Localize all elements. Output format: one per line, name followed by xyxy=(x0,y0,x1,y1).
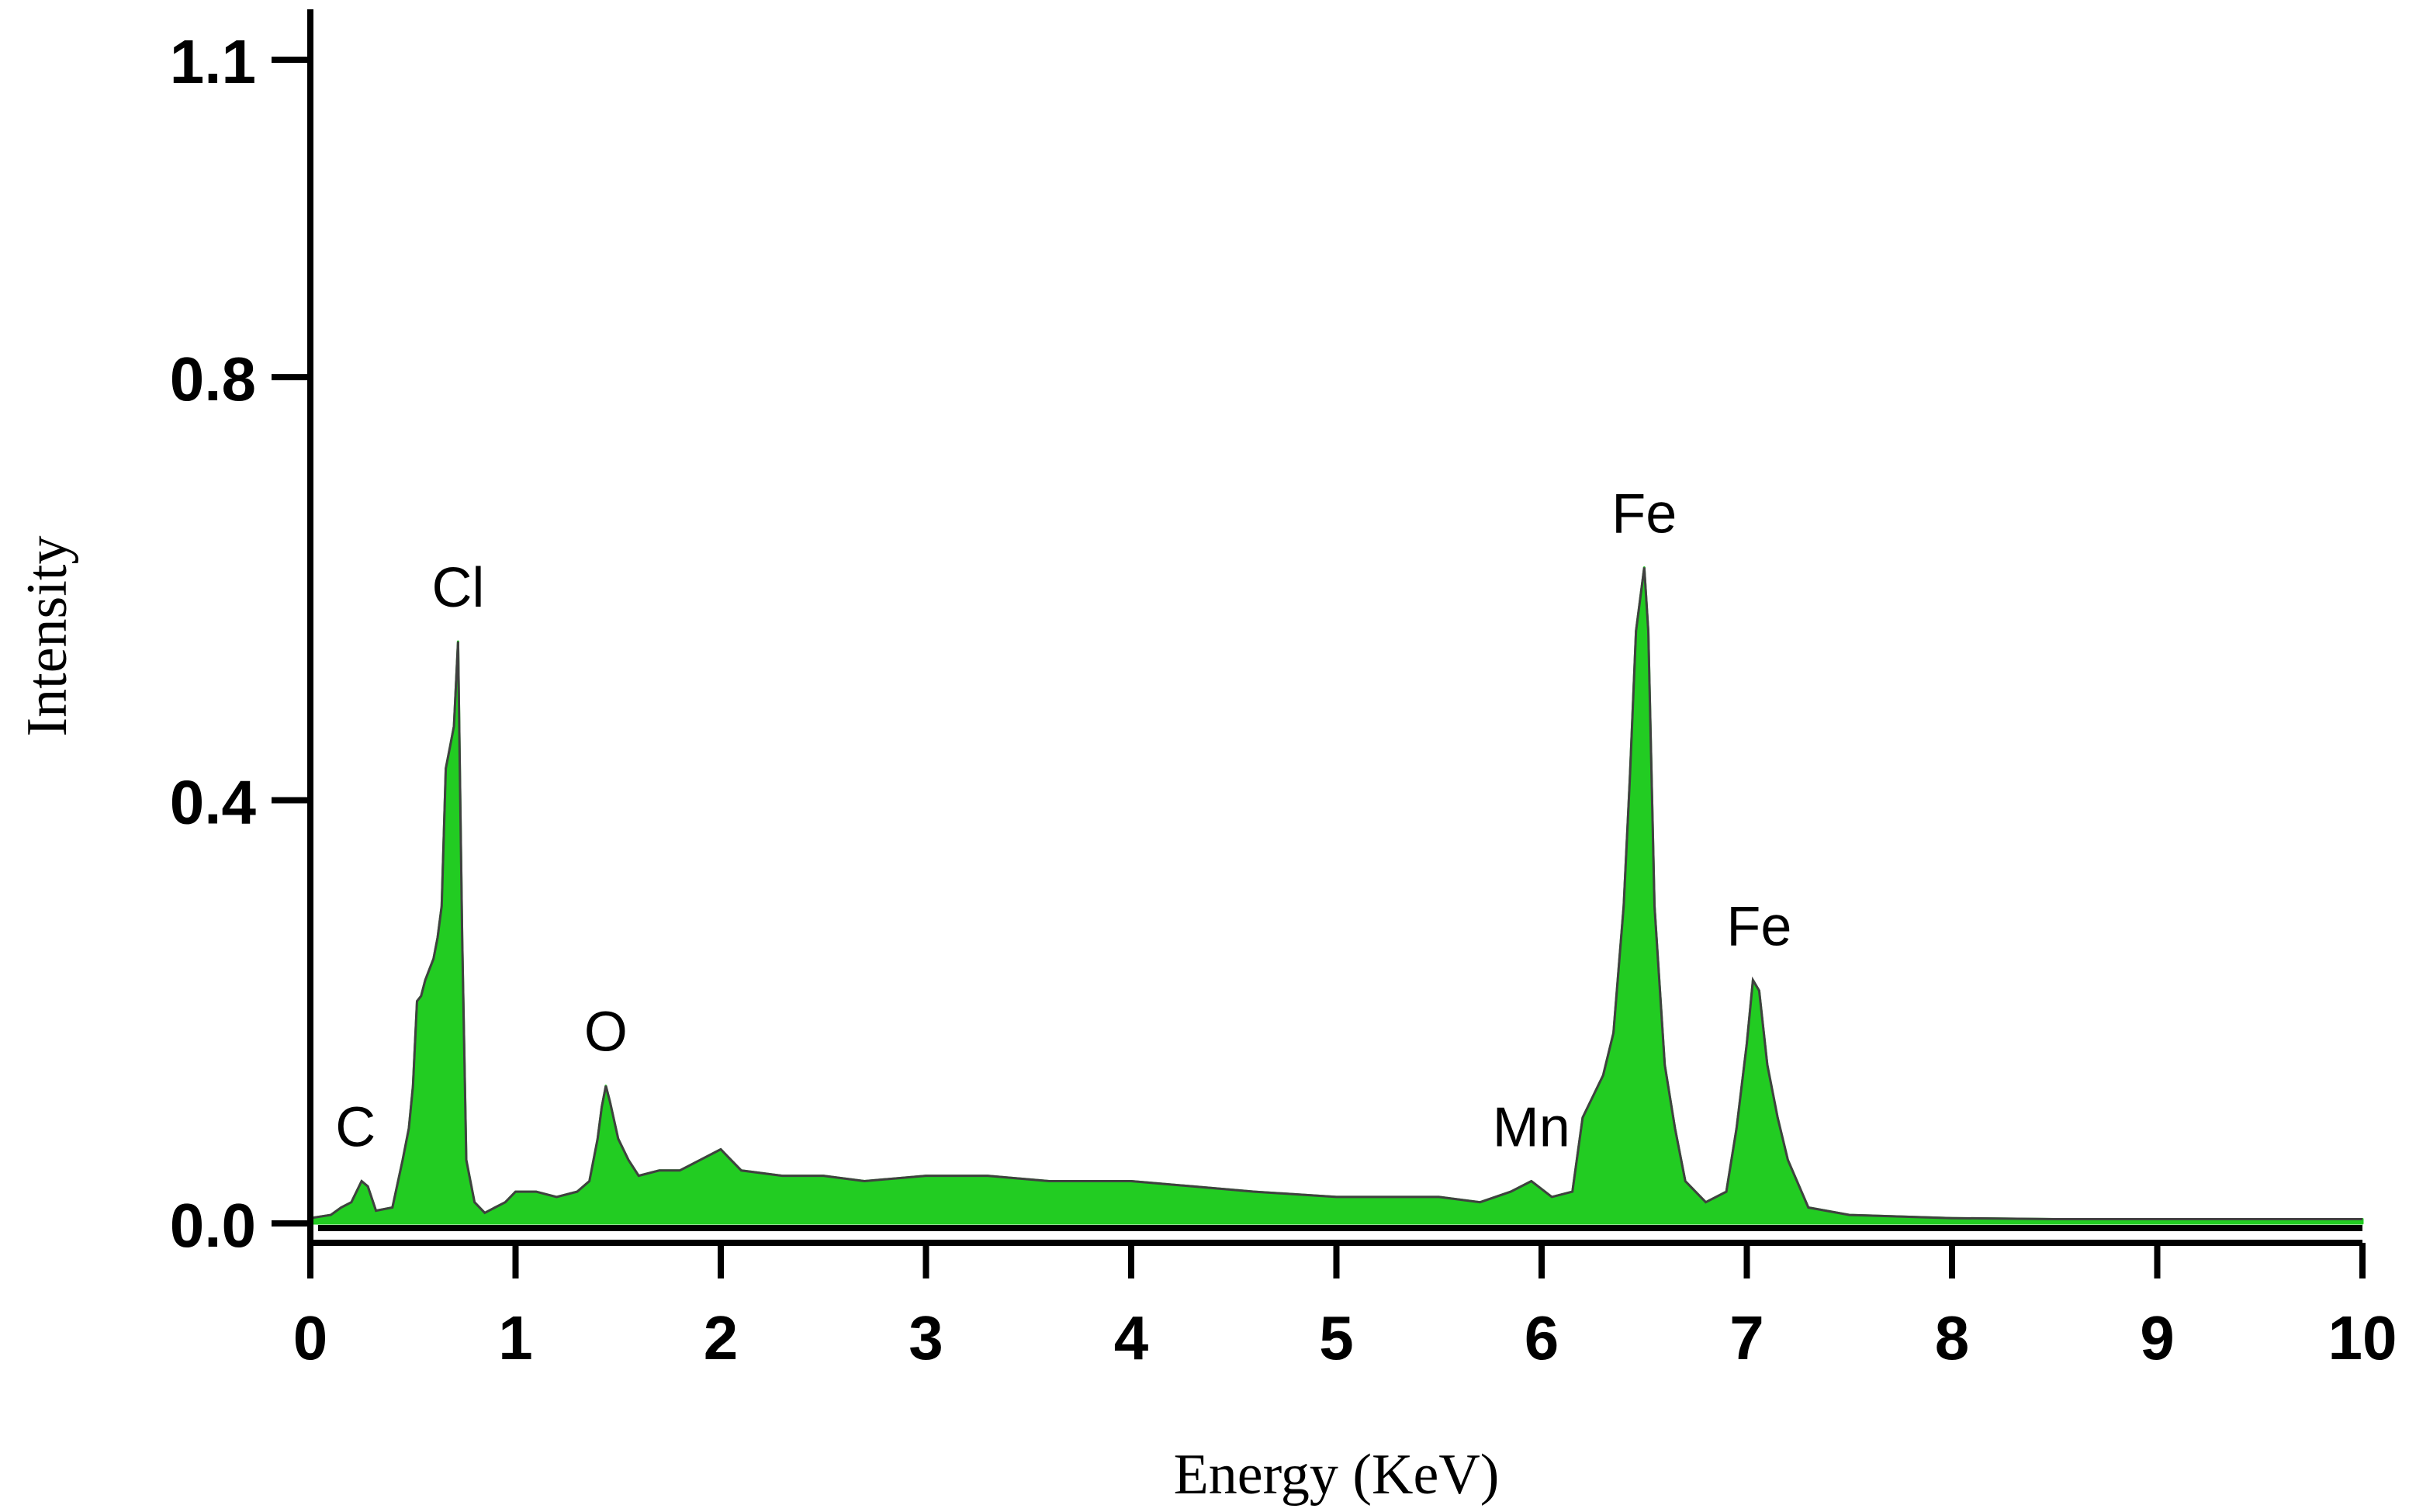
x-tick-label: 3 xyxy=(909,1303,943,1372)
y-tick-label: 1.1 xyxy=(170,27,256,96)
x-tick-label: 0 xyxy=(293,1303,328,1372)
x-tick-label: 4 xyxy=(1114,1303,1149,1372)
x-axis-title: Energy (KeV) xyxy=(1174,1443,1500,1507)
peak-label: Mn xyxy=(1493,1096,1570,1158)
spectrum-line xyxy=(310,567,2362,1220)
x-tick-label: 8 xyxy=(1935,1303,1970,1372)
peak-label: Fe xyxy=(1726,895,1791,957)
y-ticks: 0.0 0.4 0.8 1.1 xyxy=(170,27,310,1260)
y-axis-title: Intensity xyxy=(16,536,79,737)
peak-labels: C Cl O Mn Fe Fe xyxy=(335,483,1791,1159)
spectrum-area xyxy=(309,566,2364,1225)
y-tick-label: 0.4 xyxy=(170,768,257,837)
peak-label: C xyxy=(335,1096,376,1158)
x-tick-label: 7 xyxy=(1729,1303,1764,1372)
peak-label: O xyxy=(584,1002,628,1064)
peak-label: Cl xyxy=(431,557,484,619)
plot-area xyxy=(309,566,2364,1225)
x-tick-label: 6 xyxy=(1525,1303,1559,1372)
x-tick-label: 9 xyxy=(2140,1303,2175,1372)
y-tick-label: 0.0 xyxy=(170,1191,256,1260)
x-tick-label: 2 xyxy=(704,1303,739,1372)
x-tick-label: 5 xyxy=(1319,1303,1354,1372)
peak-label: Fe xyxy=(1611,483,1677,545)
y-tick-label: 0.8 xyxy=(170,344,256,413)
x-tick-label: 10 xyxy=(2328,1303,2397,1372)
x-ticks: 0 1 2 3 4 5 6 7 8 9 10 xyxy=(293,1243,2397,1372)
x-tick-label: 1 xyxy=(498,1303,533,1372)
